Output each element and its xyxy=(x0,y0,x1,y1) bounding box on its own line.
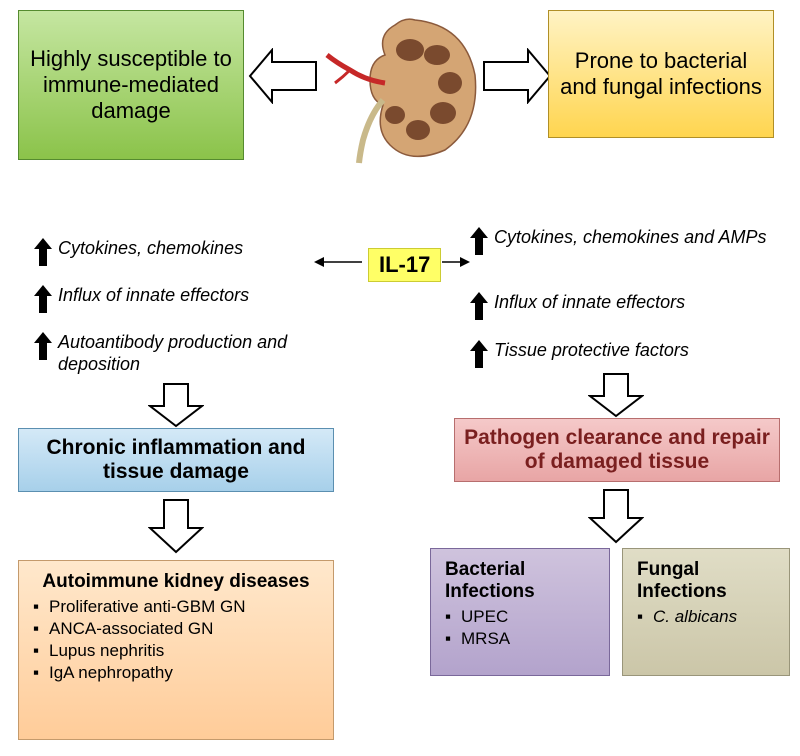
right-effect-2: Influx of innate effectors xyxy=(470,292,685,320)
right-effect-3: Tissue protective factors xyxy=(470,340,689,368)
category-autoimmune: Autoimmune kidney diseases Proliferative… xyxy=(18,560,334,740)
thin-arrow-right xyxy=(440,252,472,272)
left-effect-1-text: Cytokines, chemokines xyxy=(58,238,243,260)
left-effect-3-text: Autoantibody production and deposition xyxy=(58,332,334,375)
outcome-clearance-text: Pathogen clearance and repair of damaged… xyxy=(461,426,773,474)
left-effect-2: Influx of innate effectors xyxy=(34,285,249,313)
kidney-illustration xyxy=(315,5,485,165)
right-effect-3-text: Tissue protective factors xyxy=(494,340,689,362)
bacterial-list: UPEC MRSA xyxy=(445,607,595,649)
arrow-to-autoimmune xyxy=(148,498,204,554)
fungal-title: Fungal Infections xyxy=(637,559,775,603)
left-effect-2-text: Influx of innate effectors xyxy=(58,285,249,307)
category-bacterial: Bacterial Infections UPEC MRSA xyxy=(430,548,610,676)
fungal-item: C. albicans xyxy=(637,607,775,627)
bacterial-item: MRSA xyxy=(445,629,595,649)
left-effect-3: Autoantibody production and deposition xyxy=(34,332,334,375)
autoimmune-item: ANCA-associated GN xyxy=(33,619,319,639)
up-arrow-icon xyxy=(470,227,488,255)
box-susceptible: Highly susceptible to immune-mediated da… xyxy=(18,10,244,160)
box-prone-text: Prone to bacterial and fungal infections xyxy=(557,48,765,100)
fungal-list: C. albicans xyxy=(637,607,775,627)
autoimmune-item: Lupus nephritis xyxy=(33,641,319,661)
box-prone: Prone to bacterial and fungal infections xyxy=(548,10,774,138)
bacterial-title: Bacterial Infections xyxy=(445,559,595,603)
autoimmune-list: Proliferative anti-GBM GN ANCA-associate… xyxy=(33,597,319,683)
right-effect-1-text: Cytokines, chemokines and AMPs xyxy=(494,227,766,249)
up-arrow-icon xyxy=(34,285,52,313)
category-fungal: Fungal Infections C. albicans xyxy=(622,548,790,676)
outcome-chronic-text: Chronic inflammation and tissue damage xyxy=(25,436,327,484)
left-effect-1: Cytokines, chemokines xyxy=(34,238,243,266)
thin-arrow-left xyxy=(312,252,364,272)
right-effect-2-text: Influx of innate effectors xyxy=(494,292,685,314)
autoimmune-item: IgA nephropathy xyxy=(33,663,319,683)
up-arrow-icon xyxy=(34,332,52,360)
il17-label: IL-17 xyxy=(379,252,430,277)
arrow-to-chronic xyxy=(148,382,204,428)
autoimmune-title: Autoimmune kidney diseases xyxy=(33,571,319,593)
arrow-kidney-to-left xyxy=(248,48,318,104)
up-arrow-icon xyxy=(470,340,488,368)
outcome-clearance: Pathogen clearance and repair of damaged… xyxy=(454,418,780,482)
right-effect-1: Cytokines, chemokines and AMPs xyxy=(470,227,770,255)
il17-node: IL-17 xyxy=(368,248,441,282)
up-arrow-icon xyxy=(34,238,52,266)
up-arrow-icon xyxy=(470,292,488,320)
autoimmune-item: Proliferative anti-GBM GN xyxy=(33,597,319,617)
bacterial-item: UPEC xyxy=(445,607,595,627)
arrow-kidney-to-right xyxy=(482,48,552,104)
arrow-to-clearance xyxy=(588,372,644,418)
arrow-to-infections xyxy=(588,488,644,544)
box-susceptible-text: Highly susceptible to immune-mediated da… xyxy=(27,46,235,124)
outcome-chronic: Chronic inflammation and tissue damage xyxy=(18,428,334,492)
